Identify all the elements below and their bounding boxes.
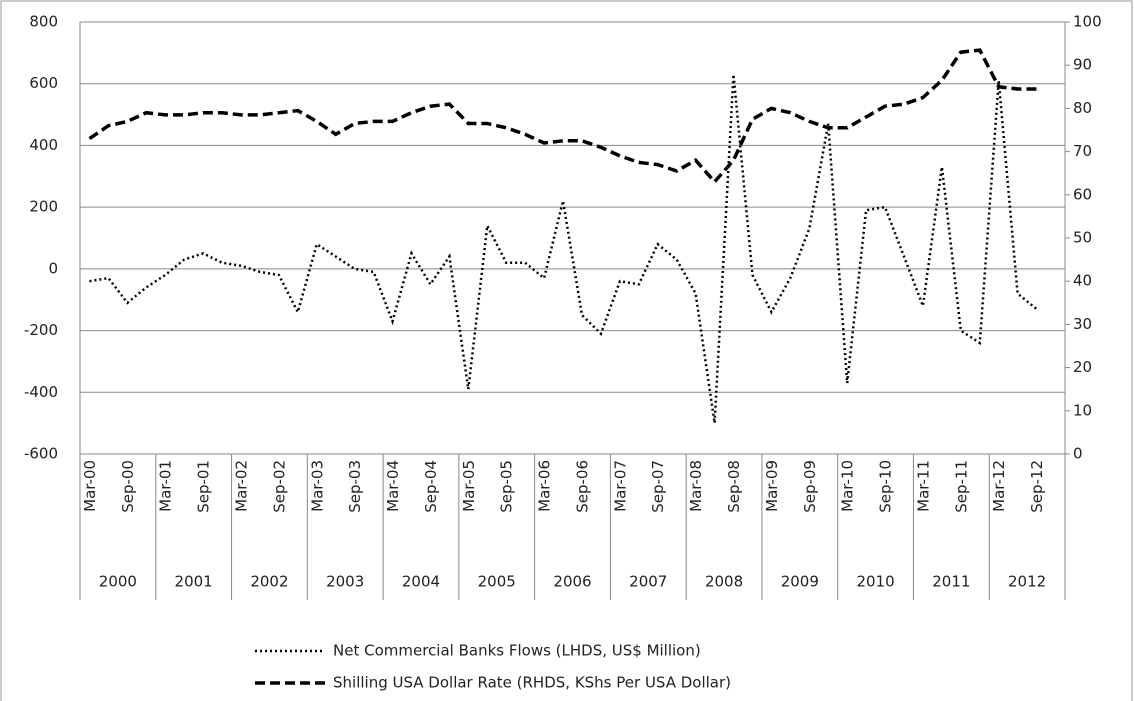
year-label: 2007 <box>629 573 667 591</box>
x-tick-label: Mar-09 <box>763 460 781 512</box>
x-tick-label: Sep-11 <box>952 460 970 513</box>
x-tick-label: Mar-01 <box>157 460 175 512</box>
year-label: 2011 <box>932 573 970 591</box>
x-tick-label: Sep-06 <box>573 460 591 513</box>
year-label: 2010 <box>856 573 894 591</box>
x-tick-label: Sep-09 <box>801 460 819 513</box>
year-label: 2005 <box>478 573 516 591</box>
year-label: 2001 <box>175 573 213 591</box>
series-line <box>88 48 1037 185</box>
y2-tick-label: 20 <box>1073 358 1092 376</box>
legend-label: Shilling USA Dollar Rate (RHDS, KShs Per… <box>333 674 731 692</box>
year-label: 2012 <box>1008 573 1046 591</box>
y2-tick-label: 100 <box>1073 13 1102 31</box>
x-tick-label: Sep-02 <box>270 460 288 513</box>
x-tick-label: Sep-00 <box>119 460 137 513</box>
series-line <box>89 74 1038 424</box>
y-tick-label: 200 <box>29 198 58 216</box>
x-tick-label: Sep-08 <box>725 460 743 513</box>
x-tick-label: Sep-10 <box>877 460 895 513</box>
y-tick-label: -600 <box>24 445 58 463</box>
x-tick-label: Mar-07 <box>611 460 629 512</box>
x-tick-label: Mar-02 <box>233 460 251 512</box>
x-tick-label: Mar-06 <box>536 460 554 512</box>
x-tick-label: Sep-05 <box>498 460 516 513</box>
year-label: 2000 <box>99 573 137 591</box>
x-tick-label: Mar-10 <box>839 460 857 512</box>
x-tick-label: Mar-04 <box>384 460 402 512</box>
x-tick-label: Mar-08 <box>687 460 705 512</box>
y2-tick-label: 40 <box>1073 272 1092 290</box>
y2-tick-label: 80 <box>1073 99 1092 117</box>
y2-tick-label: 50 <box>1073 229 1092 247</box>
y-tick-label: 600 <box>29 74 58 92</box>
x-tick-label: Sep-01 <box>195 460 213 513</box>
y2-tick-label: 10 <box>1073 401 1092 419</box>
x-tick-label: Sep-03 <box>346 460 364 513</box>
x-tick-label: Mar-12 <box>990 460 1008 512</box>
x-tick-label: Mar-00 <box>81 460 99 512</box>
year-label: 2003 <box>326 573 364 591</box>
year-label: 2006 <box>553 573 591 591</box>
x-tick-label: Mar-11 <box>914 460 932 512</box>
y2-tick-label: 70 <box>1073 142 1092 160</box>
y-tick-label: -200 <box>24 321 58 339</box>
x-tick-label: Sep-04 <box>422 460 440 513</box>
y2-tick-label: 60 <box>1073 185 1092 203</box>
legend-label: Net Commercial Banks Flows (LHDS, US$ Mi… <box>333 642 701 660</box>
y2-tick-label: 90 <box>1073 56 1092 74</box>
year-label: 2002 <box>250 573 288 591</box>
year-label: 2009 <box>781 573 819 591</box>
x-tick-label: Mar-03 <box>308 460 326 512</box>
y-tick-label: 0 <box>48 259 58 277</box>
x-tick-label: Mar-05 <box>460 460 478 512</box>
y2-tick-label: 0 <box>1073 445 1083 463</box>
x-tick-label: Sep-07 <box>649 460 667 513</box>
x-tick-label: Sep-12 <box>1028 460 1046 513</box>
y-tick-label: 400 <box>29 136 58 154</box>
year-label: 2004 <box>402 573 440 591</box>
year-label: 2008 <box>705 573 743 591</box>
y2-tick-label: 30 <box>1073 315 1092 333</box>
y-tick-label: -400 <box>24 383 58 401</box>
y-tick-label: 800 <box>29 13 58 31</box>
